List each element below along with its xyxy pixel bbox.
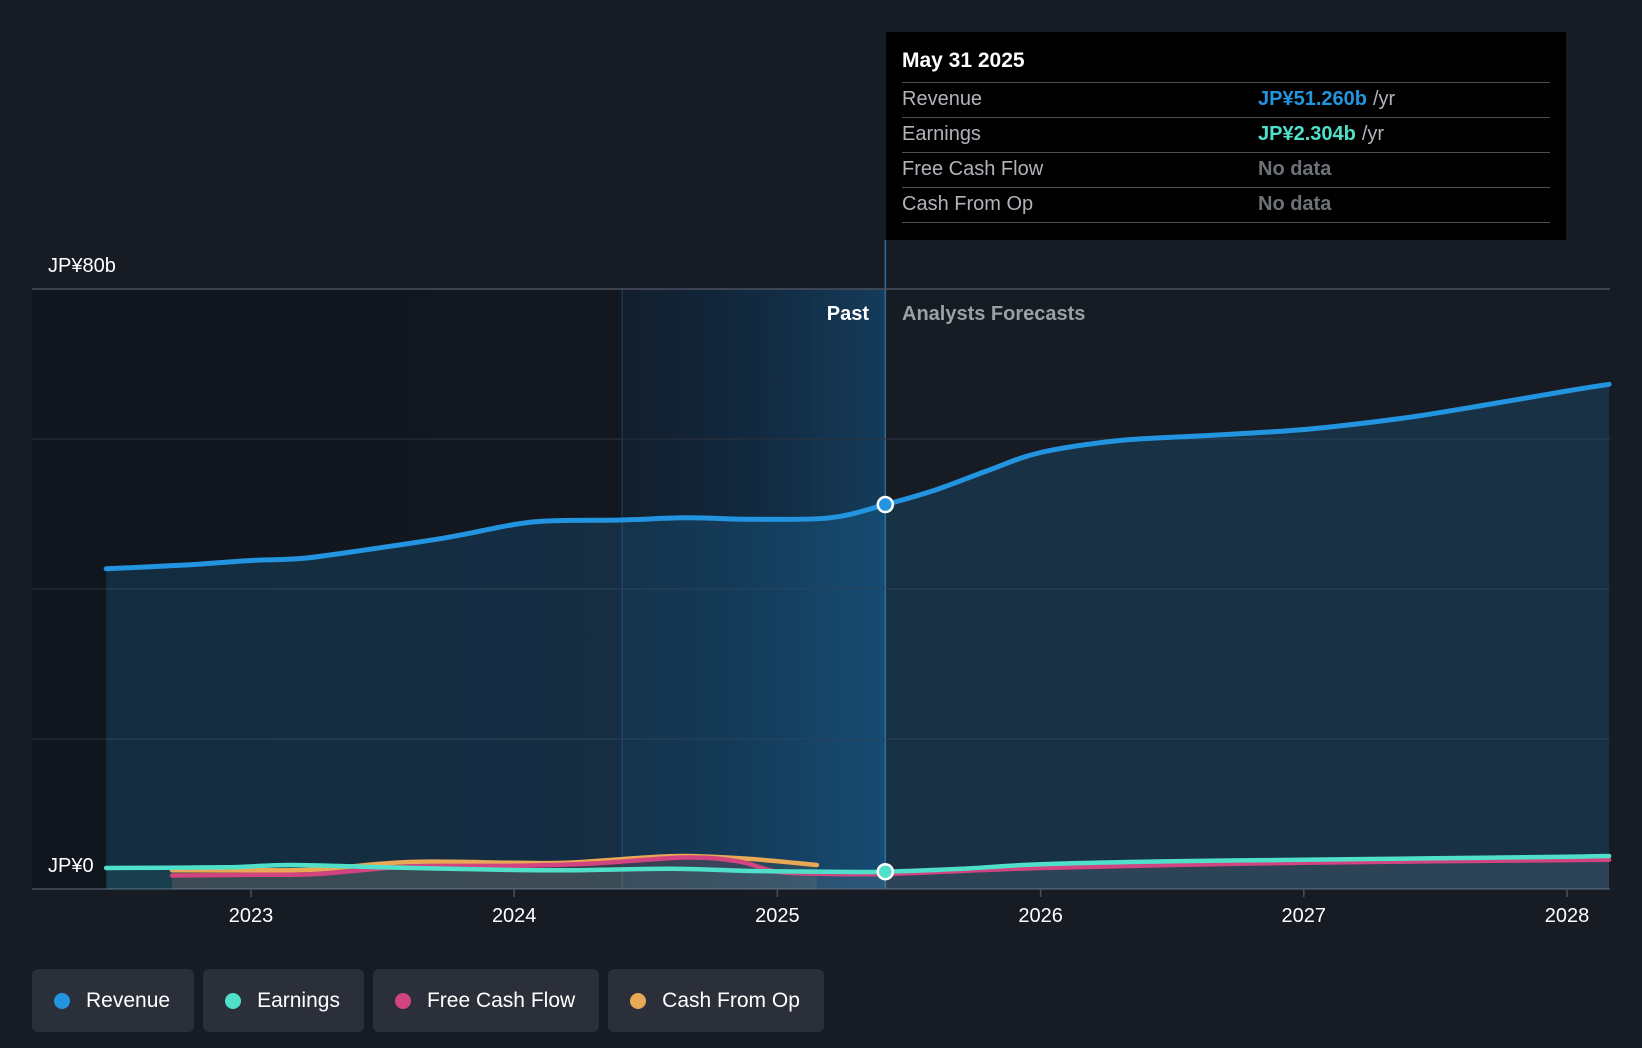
tooltip-label: Cash From Op bbox=[902, 193, 1034, 215]
tooltip: May 31 2025 Revenue JP¥51.260b /yr Earni… bbox=[886, 32, 1566, 240]
y-tick-label-top: JP¥80b bbox=[48, 255, 116, 277]
legend-label: Free Cash Flow bbox=[426, 988, 576, 1012]
legend-label: Revenue bbox=[86, 988, 171, 1012]
revenue-line bbox=[103, 381, 1612, 572]
legend-item-cash-from-op[interactable]: Cash From Op bbox=[608, 969, 824, 1032]
x-tick-label: 2023 bbox=[229, 905, 274, 927]
free-cash-flow-dot-icon bbox=[394, 992, 411, 1009]
tooltip-date: May 31 2025 bbox=[902, 46, 1550, 83]
legend-label: Cash From Op bbox=[662, 988, 800, 1012]
earnings-line bbox=[103, 853, 1612, 875]
legend-item-free-cash-flow[interactable]: Free Cash Flow bbox=[372, 969, 600, 1032]
legend: Revenue Earnings Free Cash Flow Cash Fro… bbox=[32, 969, 824, 1032]
legend-item-earnings[interactable]: Earnings bbox=[203, 969, 364, 1032]
tooltip-row-revenue: Revenue JP¥51.260b /yr bbox=[902, 83, 1550, 118]
tooltip-value: JP¥51.260b bbox=[1258, 88, 1367, 110]
revenue-marker bbox=[876, 495, 895, 514]
tooltip-label: Earnings bbox=[902, 123, 981, 145]
earnings-dot-icon bbox=[225, 992, 242, 1009]
x-tick-label: 2026 bbox=[1018, 905, 1063, 927]
past-label: Past bbox=[827, 303, 870, 325]
revenue-area bbox=[106, 384, 1610, 889]
tooltip-row-earnings: Earnings JP¥2.304b /yr bbox=[902, 118, 1550, 153]
tooltip-value: No data bbox=[1258, 158, 1332, 180]
tooltip-label: Revenue bbox=[902, 88, 983, 110]
x-tick-label: 2027 bbox=[1282, 905, 1327, 927]
legend-label: Earnings bbox=[257, 988, 340, 1012]
cash-from-op-area bbox=[172, 855, 817, 889]
y-tick-label-bottom: JP¥0 bbox=[48, 855, 94, 877]
x-tick-label: 2024 bbox=[492, 905, 537, 927]
tooltip-row-free-cash-flow: Free Cash Flow No data bbox=[902, 153, 1550, 188]
tooltip-value: JP¥2.304b bbox=[1258, 123, 1356, 145]
legend-item-revenue[interactable]: Revenue bbox=[32, 969, 195, 1032]
forecast-label: Analysts Forecasts bbox=[902, 303, 1085, 325]
tooltip-label: Free Cash Flow bbox=[902, 158, 1044, 180]
tooltip-unit: /yr bbox=[1372, 88, 1396, 110]
cash-from-op-dot-icon bbox=[630, 992, 647, 1009]
revenue-dot-icon bbox=[54, 992, 70, 1009]
tooltip-unit: /yr bbox=[1361, 123, 1385, 145]
earnings-marker bbox=[876, 862, 895, 881]
x-tick-label: 2025 bbox=[755, 905, 800, 927]
x-tick-label: 2028 bbox=[1545, 905, 1590, 927]
tooltip-row-cash-from-op: Cash From Op No data bbox=[902, 188, 1550, 223]
tooltip-value: No data bbox=[1258, 193, 1332, 215]
